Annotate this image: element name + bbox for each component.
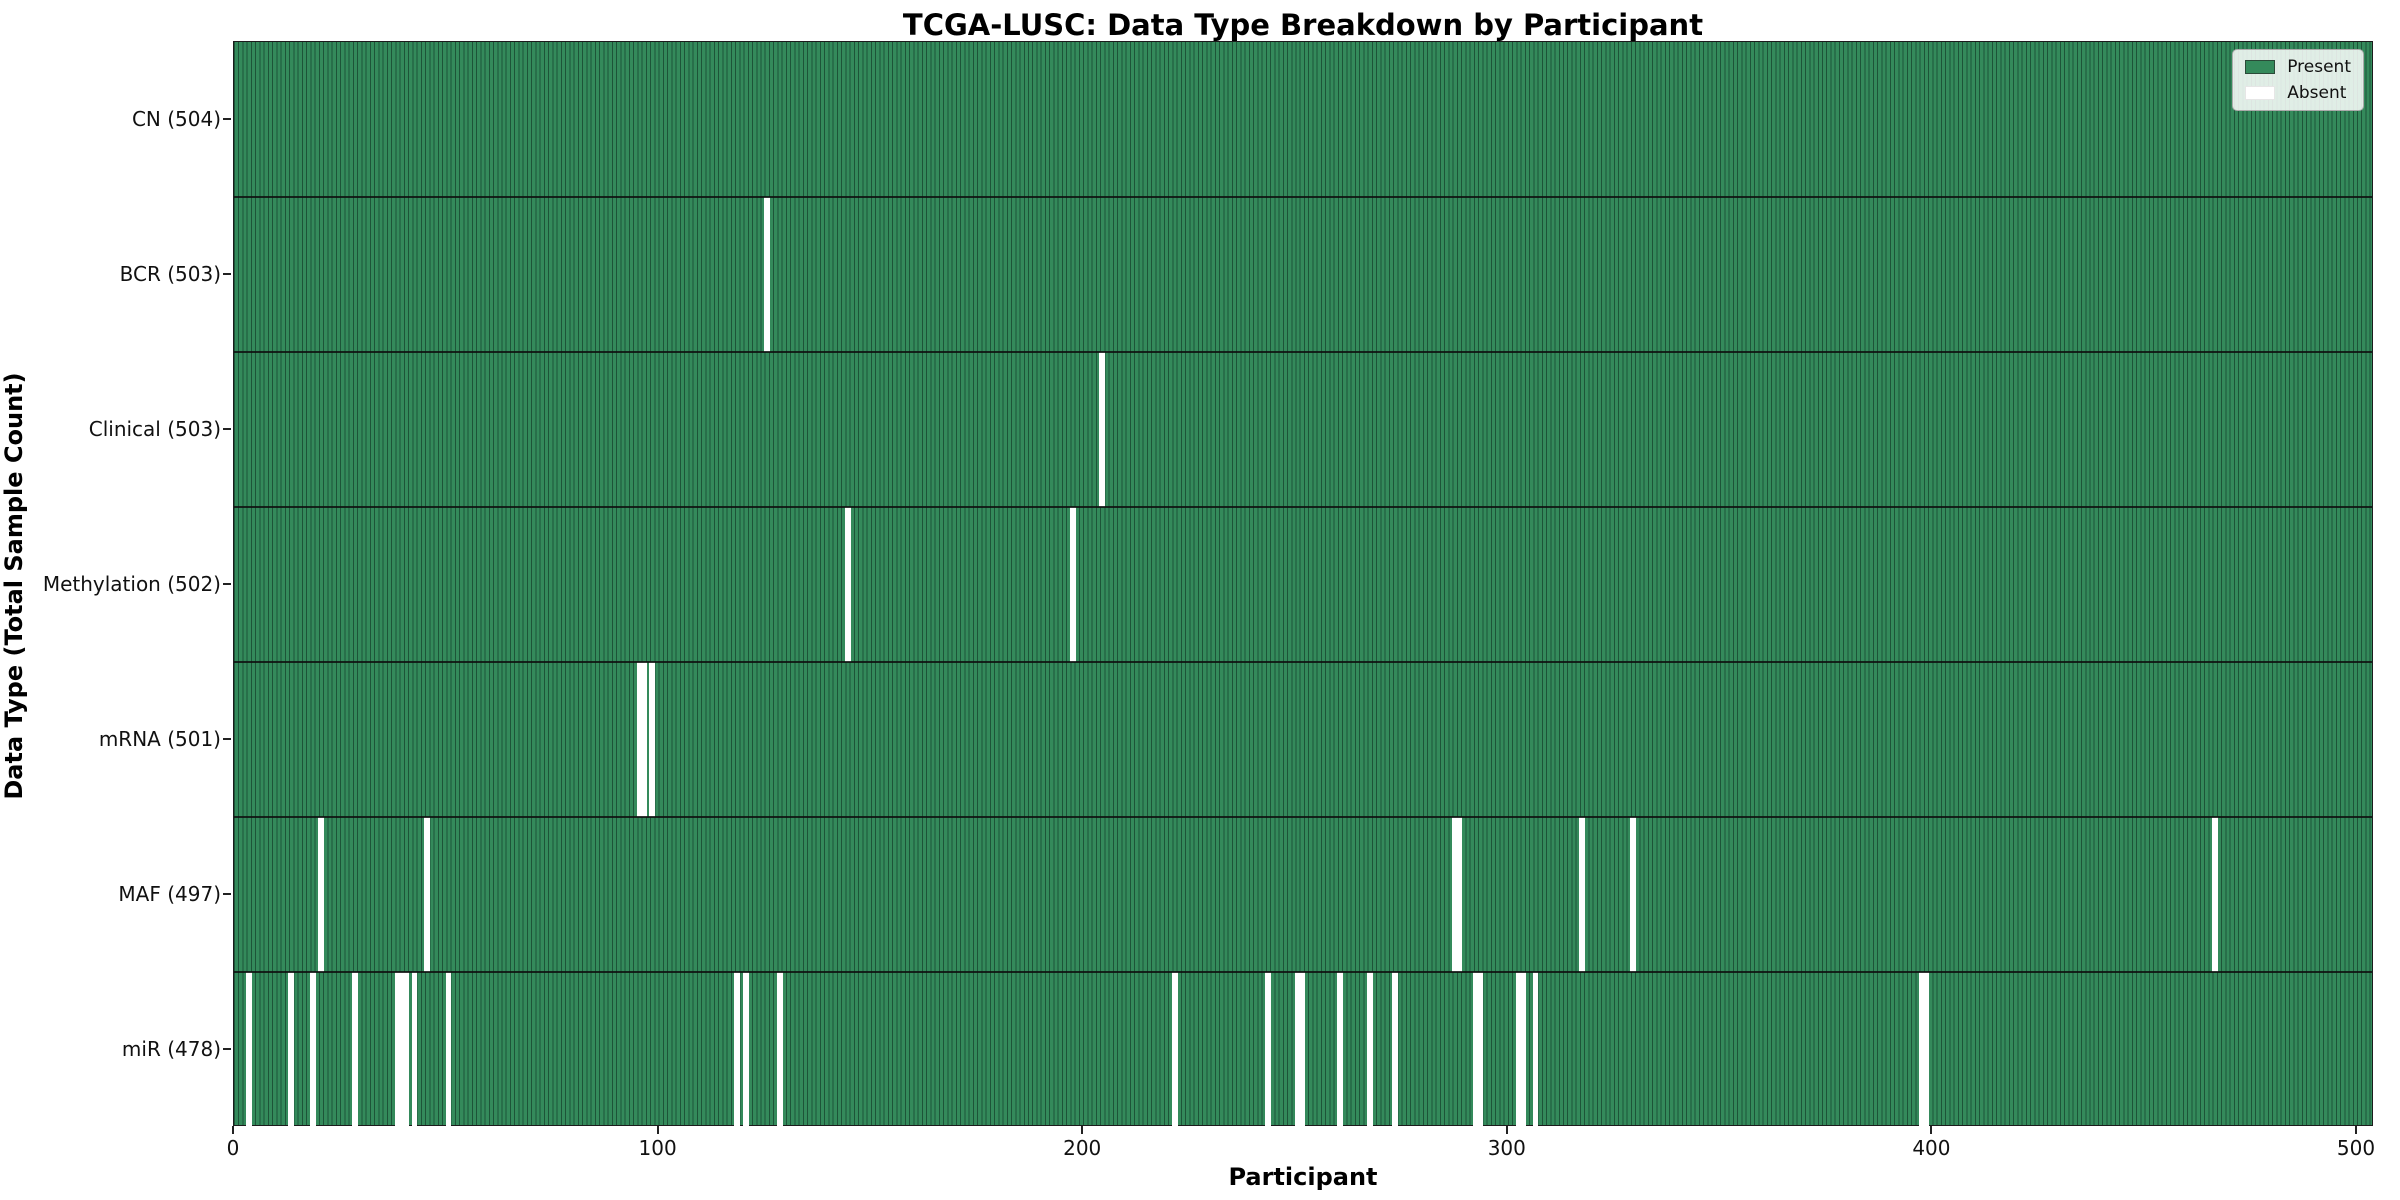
absent-mark [1337,972,1344,1127]
absent-mark [844,507,851,662]
x-tick-mark [1081,1126,1084,1134]
x-tick-mark [232,1126,234,1134]
row-divider [234,506,2372,508]
absent-mark [1171,972,1178,1127]
absent-mark [1923,972,1930,1127]
y-tick-label: BCR (503) [119,261,221,286]
absent-mark [1299,972,1305,1127]
absent-mark [776,972,783,1127]
x-tick-label: 300 [1487,1136,1526,1160]
legend-absent-label: Absent [2287,83,2347,103]
x-tick-mark [2355,1126,2358,1134]
x-tick-label: 200 [1063,1136,1102,1160]
y-tick-mark [223,737,231,740]
y-tick-label: Clinical (503) [88,416,221,441]
absent-mark [640,662,647,817]
absent-mark [445,972,452,1127]
absent-mark [1099,352,1106,507]
row-divider [234,661,2372,663]
chart-title: TCGA-LUSC: Data Type Breakdown by Partic… [902,8,1704,42]
absent-mark [734,972,741,1127]
absent-mark [764,197,770,352]
x-tick-label: 400 [1912,1136,1951,1160]
absent-mark [1519,972,1526,1127]
absent-mark [288,972,295,1127]
absent-mark [403,972,409,1127]
y-tick-label: Methylation (502) [42,571,221,596]
absent-mark [246,972,252,1127]
y-tick-label: MAF (497) [118,881,221,906]
x-axis-label: Participant [1228,1163,1378,1191]
legend-absent-swatch-icon [2245,86,2276,100]
x-tick-mark [1505,1126,1508,1134]
y-tick-mark [223,892,231,895]
absent-mark [1392,972,1399,1127]
row-divider [234,971,2372,973]
y-tick-label: miR (478) [121,1036,221,1061]
legend-present-label: Present [2287,57,2351,77]
absent-mark [318,817,325,972]
absent-mark [1630,817,1637,972]
absent-mark [411,972,418,1127]
legend-item-present: Present [2245,57,2351,77]
x-tick-mark [1930,1126,1933,1134]
y-tick-mark [223,117,231,120]
absent-mark [398,972,405,1127]
y-tick-mark [223,427,231,430]
x-tick-label: 100 [638,1136,677,1160]
absent-mark [1456,817,1462,972]
x-tick-label: 0 [226,1136,240,1160]
absent-mark [636,662,643,817]
row-divider [234,816,2372,818]
absent-mark [742,972,749,1127]
y-tick-label: mRNA (501) [98,726,221,751]
y-tick-mark [223,1047,231,1050]
absent-mark [424,817,431,972]
absent-mark [1515,972,1522,1127]
absent-mark [1294,972,1301,1127]
absent-mark [649,662,656,817]
legend: Present Absent [2232,49,2364,111]
legend-present-swatch-icon [2245,60,2276,74]
absent-mark [1477,972,1484,1127]
legend-item-absent: Absent [2245,83,2351,103]
absent-mark [1366,972,1373,1127]
row-divider [234,351,2372,353]
absent-mark [1451,817,1458,972]
absent-mark [1473,972,1479,1127]
x-tick-label: 500 [2336,1136,2376,1160]
y-tick-mark [223,582,231,585]
absent-mark [352,972,359,1127]
absent-mark [2211,817,2218,972]
absent-mark [309,972,316,1127]
absent-mark [1069,507,1076,662]
y-tick-label: CN (504) [131,106,221,131]
absent-mark [394,972,401,1127]
absent-mark [1579,817,1586,972]
x-tick-mark [656,1126,659,1134]
absent-mark [1265,972,1271,1127]
plot-area: Present Absent [233,41,2373,1127]
row-divider [234,196,2372,198]
absent-mark [1918,972,1925,1127]
y-tick-mark [223,272,231,275]
absent-mark [1532,972,1539,1127]
y-axis-label: Data Type (Total Sample Count) [0,372,28,800]
